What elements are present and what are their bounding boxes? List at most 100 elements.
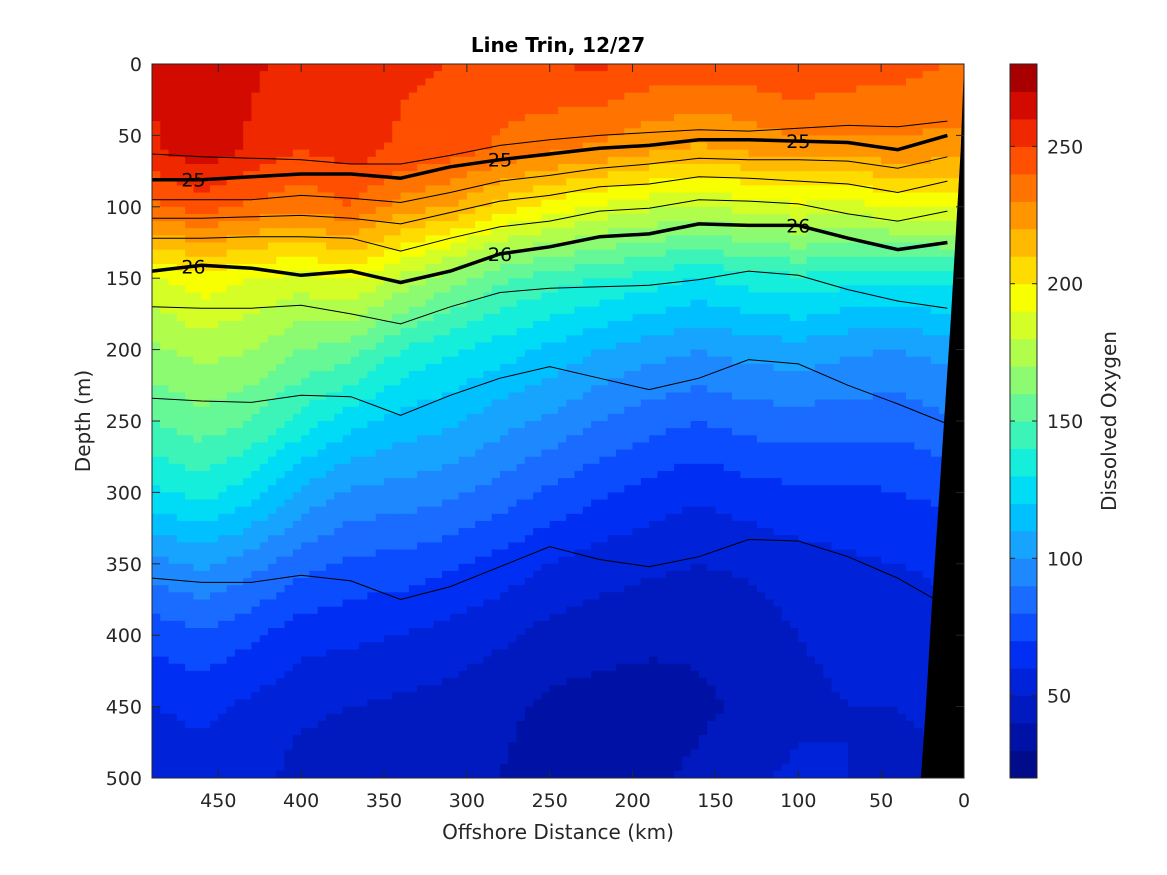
oxygen-cell	[508, 385, 518, 394]
oxygen-cell	[342, 78, 352, 87]
oxygen-cell	[168, 328, 178, 336]
oxygen-cell	[400, 385, 410, 394]
oxygen-cell	[450, 228, 460, 236]
oxygen-cell	[160, 292, 170, 301]
oxygen-cell	[417, 456, 427, 465]
oxygen-cell	[276, 263, 286, 272]
oxygen-cell	[201, 563, 211, 572]
oxygen-cell	[317, 620, 327, 629]
oxygen-cell	[558, 71, 567, 79]
oxygen-cell	[176, 378, 186, 386]
oxygen-cell	[392, 121, 402, 129]
oxygen-cell	[483, 406, 493, 415]
oxygen-cell	[292, 492, 302, 501]
oxygen-cell	[384, 463, 393, 472]
oxygen-cell	[259, 599, 269, 608]
oxygen-cell	[334, 742, 344, 751]
oxygen-cell	[549, 635, 559, 643]
oxygen-cell	[268, 470, 277, 479]
oxygen-cell	[292, 92, 302, 101]
oxygen-cell	[549, 221, 559, 229]
oxygen-cell	[342, 763, 352, 772]
oxygen-cell	[442, 685, 451, 693]
oxygen-cell	[558, 720, 567, 729]
oxygen-cell	[284, 478, 294, 486]
oxygen-cell	[201, 470, 211, 479]
oxygen-cell	[384, 178, 393, 186]
oxygen-cell	[251, 435, 261, 444]
oxygen-cell	[475, 463, 485, 472]
oxygen-cell	[301, 685, 311, 693]
oxygen-cell	[483, 142, 493, 151]
oxygen-cell	[234, 742, 244, 751]
oxygen-cell	[408, 292, 418, 301]
oxygen-cell	[176, 428, 186, 436]
oxygen-cell	[524, 135, 534, 144]
oxygen-cell	[408, 385, 418, 394]
oxygen-cell	[292, 342, 302, 351]
oxygen-cell	[367, 456, 377, 465]
oxygen-cell	[251, 278, 261, 286]
oxygen-cell	[483, 85, 493, 94]
oxygen-cell	[417, 64, 427, 72]
oxygen-cell	[558, 64, 567, 72]
oxygen-cell	[185, 670, 195, 679]
oxygen-cell	[475, 135, 485, 144]
oxygen-cell	[516, 720, 526, 729]
oxygen-cell	[309, 670, 319, 679]
oxygen-cell	[301, 285, 311, 294]
oxygen-cell	[425, 606, 435, 615]
oxygen-cell	[359, 578, 369, 586]
oxygen-cell	[500, 406, 509, 415]
oxygen-cell	[276, 706, 286, 715]
oxygen-cell	[549, 656, 559, 665]
oxygen-cell	[168, 178, 178, 186]
oxygen-cell	[524, 256, 534, 265]
oxygen-cell	[400, 92, 410, 101]
oxygen-cell	[210, 713, 219, 722]
oxygen-cell	[350, 699, 360, 708]
oxygen-cell	[201, 763, 211, 772]
oxygen-cell	[334, 385, 344, 394]
oxygen-cell	[350, 192, 360, 201]
oxygen-cell	[185, 271, 195, 279]
oxygen-cell	[234, 363, 244, 372]
oxygen-cell	[284, 442, 294, 451]
oxygen-cell	[442, 585, 451, 593]
oxygen-cell	[541, 520, 551, 529]
oxygen-cell	[268, 756, 277, 765]
oxygen-cell	[408, 228, 418, 236]
oxygen-cell	[408, 206, 418, 215]
oxygen-cell	[483, 463, 493, 472]
oxygen-cell	[251, 235, 261, 244]
oxygen-cell	[301, 485, 311, 493]
oxygen-cell	[433, 599, 443, 608]
oxygen-cell	[284, 592, 294, 601]
oxygen-cell	[524, 406, 534, 415]
oxygen-cell	[259, 635, 269, 643]
oxygen-cell	[558, 542, 567, 551]
oxygen-cell	[292, 328, 302, 336]
oxygen-cell	[251, 92, 261, 101]
oxygen-cell	[508, 306, 518, 315]
oxygen-cell	[218, 749, 228, 758]
oxygen-cell	[367, 71, 377, 79]
oxygen-cell	[491, 485, 501, 493]
oxygen-cell	[450, 685, 460, 693]
oxygen-cell	[301, 678, 311, 686]
oxygen-cell	[541, 328, 551, 336]
oxygen-cell	[243, 520, 253, 529]
oxygen-cell	[292, 713, 302, 722]
oxygen-cell	[516, 99, 526, 108]
oxygen-cell	[259, 763, 269, 772]
oxygen-cell	[558, 449, 567, 458]
oxygen-cell	[251, 163, 261, 172]
oxygen-cell	[218, 64, 228, 72]
oxygen-cell	[541, 592, 551, 601]
oxygen-cell	[524, 78, 534, 87]
oxygen-cell	[226, 435, 236, 444]
oxygen-cell	[350, 428, 360, 436]
oxygen-cell	[466, 171, 476, 179]
oxygen-cell	[417, 670, 427, 679]
oxygen-cell	[193, 628, 203, 636]
